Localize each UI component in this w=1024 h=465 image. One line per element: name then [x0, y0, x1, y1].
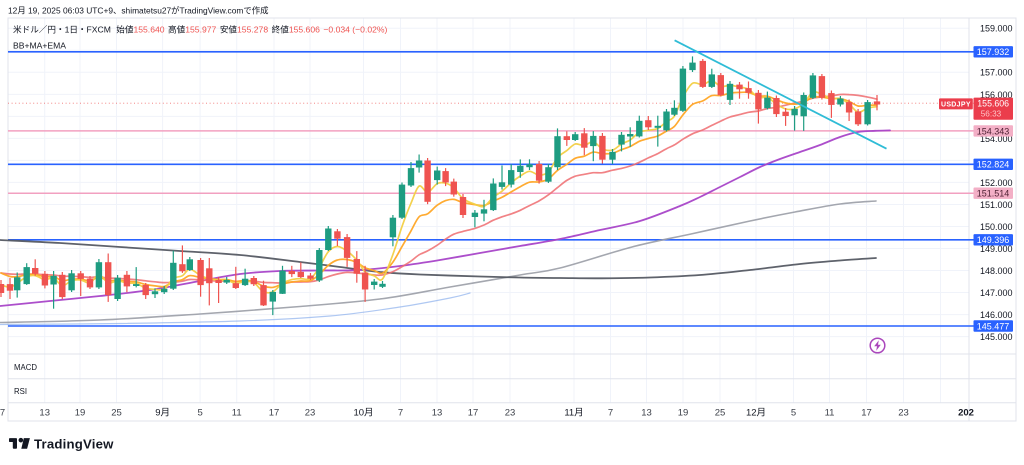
svg-text:9月: 9月 [155, 408, 170, 419]
svg-text:13: 13 [432, 408, 443, 419]
svg-text:11: 11 [825, 408, 835, 419]
svg-text:150.000: 150.000 [980, 222, 1013, 232]
svg-text:156.000: 156.000 [980, 90, 1013, 100]
svg-text:TradingView: TradingView [34, 437, 114, 452]
svg-text:151.514: 151.514 [977, 189, 1010, 199]
svg-text:157.932: 157.932 [977, 47, 1010, 57]
svg-text:147.000: 147.000 [980, 288, 1013, 298]
svg-text:17: 17 [468, 408, 479, 419]
svg-text:RSI: RSI [14, 387, 27, 396]
svg-text:19: 19 [678, 408, 689, 419]
svg-text:25: 25 [111, 408, 122, 419]
svg-text:5: 5 [197, 408, 202, 419]
svg-text:154.000: 154.000 [980, 134, 1013, 144]
svg-text:5: 5 [791, 408, 796, 419]
svg-text:USDJPY: USDJPY [941, 101, 971, 108]
svg-text:BB+MA+EMA: BB+MA+EMA [13, 41, 66, 51]
svg-text:145.477: 145.477 [977, 321, 1010, 331]
svg-text:155.606: 155.606 [977, 99, 1009, 109]
svg-text:56:33: 56:33 [981, 109, 1002, 118]
svg-text:13: 13 [641, 408, 652, 419]
svg-text:12月 19, 2025 06:03 UTC+9、shima: 12月 19, 2025 06:03 UTC+9、shimatetsu27がTr… [8, 6, 269, 16]
svg-text:17: 17 [269, 408, 280, 419]
svg-text:148.000: 148.000 [980, 266, 1013, 276]
svg-text:7: 7 [0, 408, 5, 419]
svg-text:145.000: 145.000 [980, 332, 1013, 342]
svg-text:157.000: 157.000 [980, 68, 1013, 78]
svg-text:23: 23 [305, 408, 316, 419]
svg-text:159.000: 159.000 [980, 24, 1013, 34]
svg-text:MACD: MACD [14, 363, 37, 372]
svg-text:7: 7 [398, 408, 403, 419]
svg-text:13: 13 [39, 408, 50, 419]
svg-text:25: 25 [715, 408, 726, 419]
svg-text:7: 7 [608, 408, 613, 419]
svg-text:152.000: 152.000 [980, 178, 1013, 188]
svg-text:146.000: 146.000 [980, 310, 1013, 320]
svg-text:149.000: 149.000 [980, 244, 1013, 254]
svg-text:19: 19 [75, 408, 86, 419]
svg-text:23: 23 [898, 408, 909, 419]
svg-text:11月: 11月 [564, 408, 583, 419]
svg-text:11: 11 [232, 408, 242, 419]
svg-text:152.824: 152.824 [977, 160, 1010, 170]
svg-text:149.396: 149.396 [977, 235, 1010, 245]
svg-text:23: 23 [505, 408, 516, 419]
svg-text:10月: 10月 [353, 408, 373, 419]
svg-text:17: 17 [861, 408, 872, 419]
svg-text:202: 202 [958, 408, 974, 419]
svg-text:12月: 12月 [746, 408, 766, 419]
svg-text:151.000: 151.000 [980, 200, 1013, 210]
svg-text:154.343: 154.343 [977, 126, 1010, 136]
